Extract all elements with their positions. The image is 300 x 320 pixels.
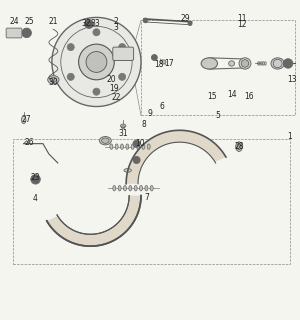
Ellipse shape	[113, 186, 116, 191]
Text: 26: 26	[25, 138, 34, 147]
Ellipse shape	[50, 77, 57, 82]
Circle shape	[31, 174, 40, 184]
Circle shape	[133, 140, 140, 147]
Ellipse shape	[48, 76, 59, 84]
Text: 16: 16	[244, 92, 254, 100]
Circle shape	[67, 44, 74, 51]
Circle shape	[67, 73, 74, 80]
Ellipse shape	[79, 44, 114, 80]
Ellipse shape	[160, 60, 166, 64]
Circle shape	[152, 54, 157, 60]
Text: 15: 15	[208, 92, 217, 100]
Text: 21: 21	[49, 17, 58, 26]
Circle shape	[22, 28, 32, 38]
Ellipse shape	[237, 144, 241, 150]
Ellipse shape	[21, 116, 26, 124]
Ellipse shape	[134, 186, 137, 191]
Ellipse shape	[271, 58, 284, 69]
Text: 18: 18	[154, 60, 164, 69]
Ellipse shape	[121, 124, 126, 128]
Text: 19: 19	[110, 84, 119, 93]
Text: 6: 6	[159, 102, 164, 111]
Ellipse shape	[102, 138, 109, 143]
Circle shape	[283, 59, 293, 68]
Text: 24: 24	[10, 17, 20, 26]
Circle shape	[133, 156, 140, 164]
Ellipse shape	[99, 137, 111, 145]
Text: 3: 3	[113, 23, 118, 32]
Circle shape	[143, 18, 148, 23]
Text: 12: 12	[237, 20, 247, 29]
Circle shape	[85, 20, 94, 28]
Ellipse shape	[145, 186, 148, 191]
FancyBboxPatch shape	[6, 28, 22, 38]
Ellipse shape	[115, 144, 118, 149]
Text: 7: 7	[145, 193, 149, 202]
Text: 22: 22	[111, 93, 121, 102]
Text: 32: 32	[81, 19, 91, 28]
Ellipse shape	[140, 186, 142, 191]
Text: 27: 27	[22, 116, 32, 124]
FancyBboxPatch shape	[113, 47, 134, 60]
Ellipse shape	[124, 169, 131, 172]
Text: 1: 1	[287, 132, 292, 141]
Ellipse shape	[136, 144, 140, 149]
Text: 30: 30	[49, 78, 58, 87]
Text: 8: 8	[142, 120, 146, 129]
PathPatch shape	[126, 130, 226, 184]
Text: 4: 4	[33, 194, 38, 203]
Ellipse shape	[129, 186, 132, 191]
Ellipse shape	[150, 186, 153, 191]
Text: 5: 5	[216, 111, 221, 120]
Text: 11: 11	[237, 14, 247, 23]
Ellipse shape	[147, 144, 150, 149]
Ellipse shape	[131, 144, 134, 149]
Text: 28: 28	[234, 142, 244, 151]
Ellipse shape	[52, 17, 141, 107]
Text: 33: 33	[90, 19, 100, 28]
Circle shape	[188, 21, 192, 25]
Ellipse shape	[229, 61, 235, 66]
Circle shape	[118, 73, 126, 80]
Ellipse shape	[126, 144, 129, 149]
Ellipse shape	[201, 58, 218, 69]
Text: 29: 29	[181, 14, 190, 23]
Text: 23: 23	[31, 173, 40, 182]
Circle shape	[118, 44, 126, 51]
Ellipse shape	[110, 144, 113, 149]
Circle shape	[93, 88, 100, 95]
Text: 17: 17	[164, 59, 174, 68]
Text: 31: 31	[118, 129, 128, 138]
Text: 25: 25	[25, 17, 34, 26]
Ellipse shape	[121, 144, 124, 149]
Text: 9: 9	[148, 109, 152, 118]
Ellipse shape	[241, 60, 249, 67]
Ellipse shape	[239, 58, 251, 69]
Text: 2: 2	[113, 17, 118, 26]
Ellipse shape	[142, 144, 145, 149]
Ellipse shape	[236, 142, 242, 151]
Text: 20: 20	[106, 75, 116, 84]
Circle shape	[93, 29, 100, 36]
Ellipse shape	[118, 186, 121, 191]
Text: 10: 10	[135, 139, 144, 148]
Text: 14: 14	[227, 90, 236, 99]
Ellipse shape	[86, 52, 107, 72]
Ellipse shape	[124, 186, 127, 191]
Text: 13: 13	[288, 75, 297, 84]
PathPatch shape	[47, 196, 141, 246]
